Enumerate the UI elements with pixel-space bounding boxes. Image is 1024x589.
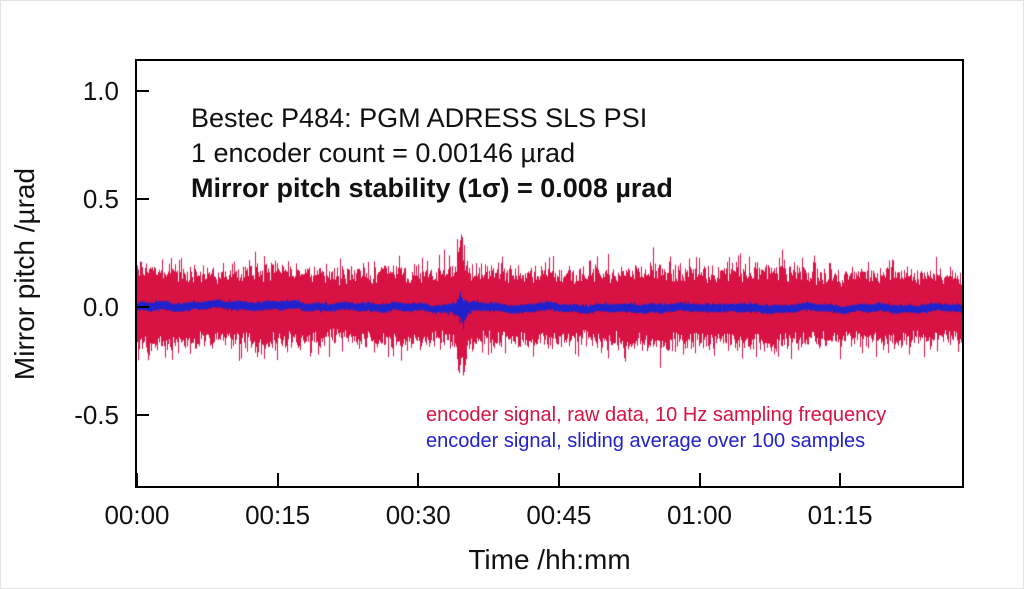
y-tick-mark [137,90,149,93]
plot-area [135,59,964,488]
y-tick-label: 0.0 [82,291,119,322]
y-tick-mark [137,413,149,416]
x-tick-mark [137,473,138,486]
legend-raw-series: encoder signal, raw data, 10 Hz sampling… [426,404,887,426]
x-axis-title: Time /hh:mm [468,544,631,575]
x-tick-label: 00:15 [245,500,311,530]
x-tick-label: 00:45 [526,500,592,530]
x-tick-mark [276,473,279,486]
y-tick-label: -0.5 [74,399,119,430]
y-tick-label: 1.0 [82,76,119,107]
legend-average-series: encoder signal, sliding average over 100… [426,430,866,452]
noise-plot-canvas [137,61,962,486]
x-tick-label: 01:00 [666,500,733,530]
x-tick-mark [417,473,420,486]
x-tick-mark [698,473,701,486]
x-tick-mark [839,473,842,486]
legend: encoder signal, raw data, 10 Hz sampling… [426,402,886,454]
annotation-block: Bestec P484: PGM ADRESS SLS PSI 1 encode… [191,101,673,206]
x-tick-mark [557,473,560,486]
annotation-encoder-count: 1 encoder count = 0.00146 µrad [191,138,576,168]
x-tick-label: 00:30 [385,500,451,530]
annotation-stability: Mirror pitch stability (1σ) = 0.008 µrad [191,173,673,203]
annotation-instrument: Bestec P484: PGM ADRESS SLS PSI [191,103,648,133]
x-tick-label: 00:00 [104,500,170,530]
x-tick-label: 01:15 [807,500,873,530]
y-tick-label: 0.5 [82,184,119,215]
y-tick-mark [137,305,149,308]
y-tick-mark [137,198,149,201]
